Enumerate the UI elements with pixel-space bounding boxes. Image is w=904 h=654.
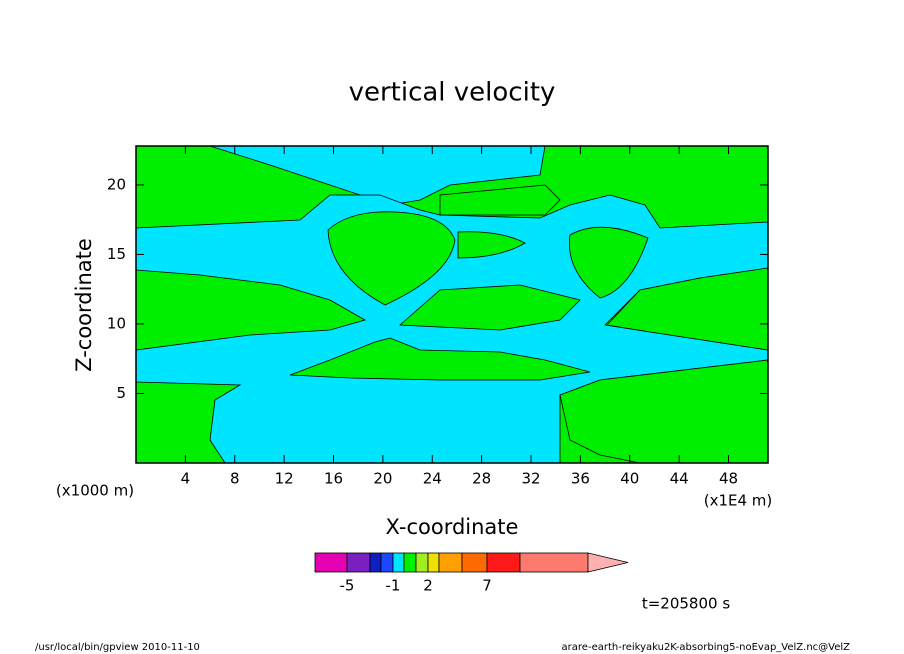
field-region [327, 211, 456, 306]
colorbar-segment [415, 552, 429, 573]
x-tick-label: 12 [275, 470, 294, 488]
footer-left: /usr/local/bin/gpview 2010-11-10 [35, 642, 200, 653]
colorbar-segment [346, 552, 371, 573]
x-axis-label: X-coordinate [386, 515, 519, 539]
x-tick-label: 32 [521, 470, 540, 488]
colorbar-segment [427, 552, 440, 573]
colorbar-segment [519, 552, 589, 573]
contour-field [135, 145, 769, 464]
colorbar-tick-label: -1 [386, 577, 401, 595]
field-region [289, 337, 591, 381]
x-unit: (x1000 m) [56, 482, 134, 500]
field-region [457, 231, 526, 259]
y-tick-label: 15 [107, 245, 126, 263]
x-tick-label: 40 [620, 470, 639, 488]
colorbar-segment [314, 552, 348, 573]
x-tick-label: 24 [423, 470, 442, 488]
x-tick-label: 44 [670, 470, 689, 488]
footer-right: arare-earth-reikyaku2K-absorbing5-noEvap… [562, 642, 851, 653]
colorbar-tick-label: -5 [340, 577, 355, 595]
x-tick-label: 36 [571, 470, 590, 488]
field-region [209, 145, 546, 206]
field-region [439, 184, 561, 216]
chart-title: vertical velocity [349, 78, 556, 108]
colorbar-segment [369, 552, 382, 573]
y-tick-label: 20 [107, 175, 126, 193]
colorbar-segment [438, 552, 463, 573]
y-tick-label: 10 [107, 314, 126, 332]
colorbar-extension [587, 552, 629, 573]
colorbar-segment [461, 552, 488, 573]
field-region [568, 226, 649, 299]
x-tick-label: 28 [472, 470, 491, 488]
colorbar-segment [380, 552, 394, 573]
y-tick-label: 5 [116, 384, 126, 402]
plot-frame [135, 145, 769, 464]
colorbar-segment [486, 552, 521, 573]
x-tick-label: 4 [181, 470, 191, 488]
x-scale-note: (x1E4 m) [704, 492, 773, 510]
colorbar-segment [403, 552, 417, 573]
x-tick-label: 8 [230, 470, 240, 488]
x-tick-label: 20 [373, 470, 392, 488]
y-axis-label: Z-coordinate [72, 238, 96, 372]
x-tick-label: 48 [719, 470, 738, 488]
field-region [398, 284, 581, 331]
colorbar-tick-label: 2 [423, 577, 433, 595]
x-tick-label: 16 [324, 470, 343, 488]
colorbar-segment [392, 552, 405, 573]
colorbar-tick-label: 7 [482, 577, 492, 595]
time-label: t=205800 s [642, 595, 730, 613]
field-region [135, 269, 367, 351]
